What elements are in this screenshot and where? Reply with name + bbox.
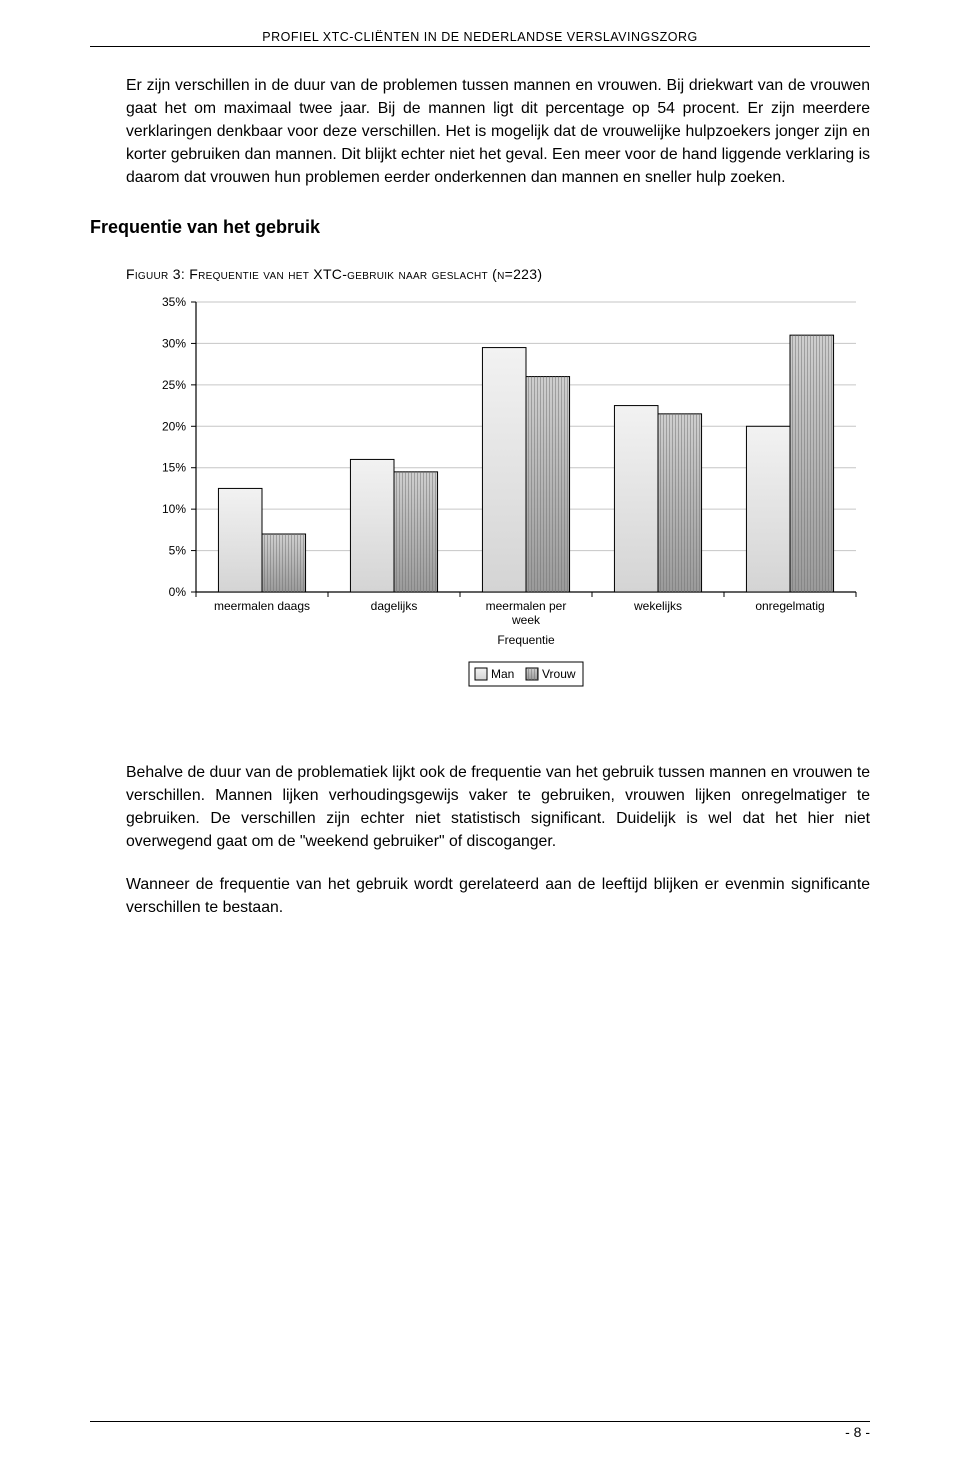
figure-caption: Figuur 3: Frequentie van het XTC-gebruik… bbox=[126, 266, 870, 282]
y-tick-label: 10% bbox=[162, 503, 186, 517]
legend-label: Vrouw bbox=[542, 667, 576, 681]
y-tick-label: 5% bbox=[169, 544, 187, 558]
chart-container: 0% 5% 10% 15% 20% 25% 30% 35% meermalen daags dag… bbox=[126, 292, 870, 732]
y-tick-label: 25% bbox=[162, 378, 186, 392]
y-tick-label: 15% bbox=[162, 461, 186, 475]
bar-vrouw bbox=[526, 377, 570, 592]
bar-vrouw bbox=[394, 472, 438, 592]
bar-man bbox=[482, 348, 526, 592]
section-heading: Frequentie van het gebruik bbox=[90, 217, 870, 238]
x-tick-label: week bbox=[511, 613, 541, 627]
bar-vrouw bbox=[790, 336, 834, 593]
x-tick-label: wekelijks bbox=[633, 599, 682, 613]
x-tick-label: meermalen daags bbox=[214, 599, 310, 613]
page-number: - 8 - bbox=[90, 1421, 870, 1440]
y-tick-label: 30% bbox=[162, 337, 186, 351]
y-tick-label: 20% bbox=[162, 420, 186, 434]
frequency-chart: 0% 5% 10% 15% 20% 25% 30% 35% meermalen daags dag… bbox=[126, 292, 866, 732]
bar-vrouw bbox=[262, 534, 306, 592]
x-axis-title: Frequentie bbox=[497, 633, 555, 647]
page: PROFIEL XTC-CLIËNTEN IN DE NEDERLANDSE V… bbox=[0, 0, 960, 1468]
legend-swatch-icon bbox=[475, 668, 487, 680]
paragraph-3: Wanneer de frequentie van het gebruik wo… bbox=[126, 874, 870, 920]
paragraph-2: Behalve de duur van de problematiek lijk… bbox=[126, 762, 870, 854]
bar-man bbox=[614, 406, 658, 592]
x-tick-label: meermalen per bbox=[486, 599, 567, 613]
paragraph-1: Er zijn verschillen in de duur van de pr… bbox=[126, 75, 870, 189]
bar-man bbox=[746, 427, 790, 593]
y-tick-label: 35% bbox=[162, 295, 186, 309]
y-tick-label: 0% bbox=[169, 585, 187, 599]
legend-label: Man bbox=[491, 667, 514, 681]
bar-man bbox=[218, 489, 262, 593]
x-tick-label: onregelmatig bbox=[755, 599, 824, 613]
x-tick-label: dagelijks bbox=[371, 599, 418, 613]
bar-vrouw bbox=[658, 414, 702, 592]
bar-man bbox=[350, 460, 394, 593]
running-header: PROFIEL XTC-CLIËNTEN IN DE NEDERLANDSE V… bbox=[90, 30, 870, 47]
